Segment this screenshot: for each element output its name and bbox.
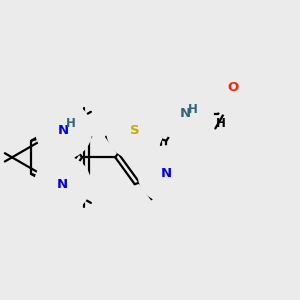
Text: O: O (228, 81, 239, 94)
Text: N: N (57, 178, 68, 191)
Text: H: H (66, 117, 76, 130)
Text: N: N (161, 167, 172, 180)
Circle shape (138, 146, 194, 202)
Circle shape (35, 156, 91, 212)
Circle shape (36, 103, 92, 158)
Circle shape (107, 103, 163, 158)
Text: N: N (180, 107, 191, 120)
Circle shape (157, 86, 213, 142)
Text: H: H (216, 118, 226, 130)
Text: H: H (188, 103, 198, 116)
Text: N: N (58, 124, 69, 137)
Circle shape (205, 60, 261, 116)
Text: S: S (130, 124, 140, 137)
